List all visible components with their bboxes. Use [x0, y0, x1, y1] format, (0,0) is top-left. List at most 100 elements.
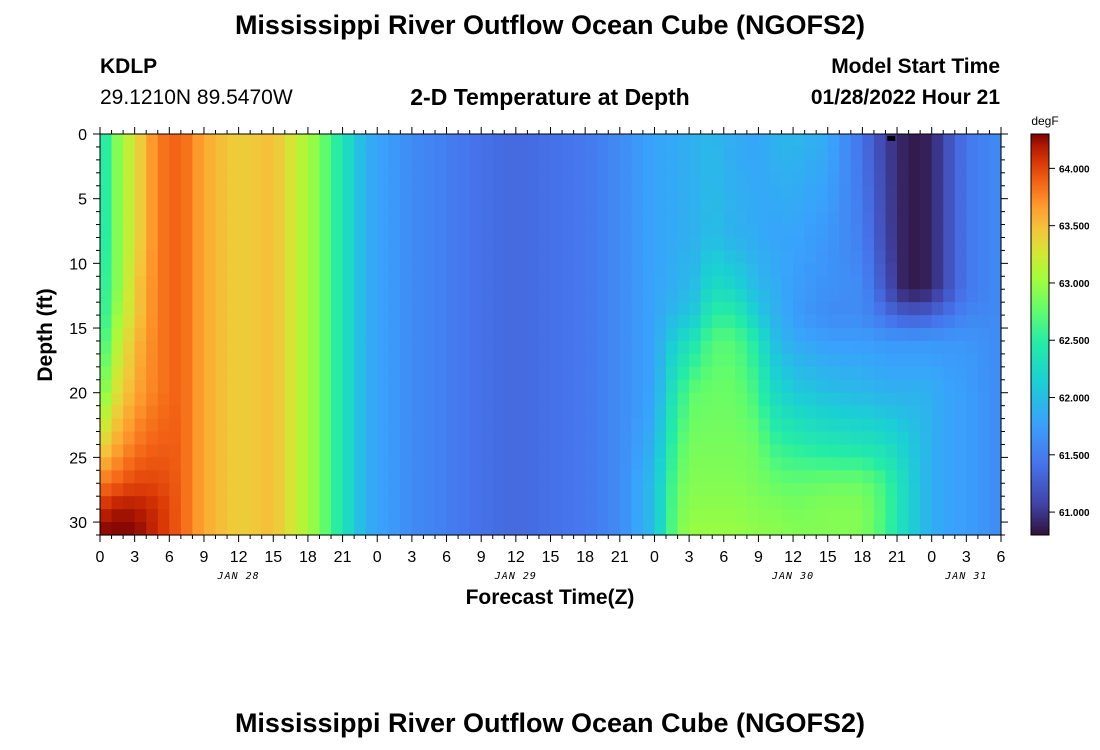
heatmap-cell [215, 483, 228, 497]
heatmap-cell [619, 470, 632, 484]
heatmap-cell [631, 172, 644, 187]
heatmap-cell [966, 237, 979, 252]
heatmap-cell [365, 457, 378, 471]
heatmap-cell [400, 444, 413, 458]
heatmap-cell [284, 250, 297, 264]
heatmap-cell [977, 289, 991, 303]
heatmap-cell [931, 315, 944, 329]
heatmap-cell [793, 328, 806, 342]
heatmap-cell [608, 431, 621, 446]
heatmap-cell [723, 315, 736, 329]
heatmap-cell [538, 483, 552, 497]
heatmap-cell [816, 224, 829, 239]
heatmap-cell [562, 379, 575, 394]
heatmap-cell [192, 315, 205, 329]
heatmap-cell [989, 392, 1002, 407]
heatmap-cell [608, 237, 621, 252]
heatmap-cell [492, 522, 505, 536]
heatmap-cell [816, 496, 829, 510]
heatmap-cell [908, 263, 921, 277]
heatmap-cell [250, 483, 263, 497]
heatmap-cell [527, 211, 540, 226]
heatmap-cell [203, 496, 217, 510]
heatmap-cell [954, 509, 967, 523]
heatmap-cell [250, 315, 263, 329]
heatmap-cell [769, 146, 783, 161]
heatmap-cell [839, 392, 852, 407]
heatmap-cell [954, 353, 967, 368]
heatmap-cell [354, 509, 367, 523]
heatmap-cell [781, 483, 794, 497]
heatmap-cell [180, 134, 194, 148]
heatmap-cell [227, 340, 240, 355]
heatmap-cell [781, 496, 794, 510]
heatmap-cell [527, 302, 540, 316]
heatmap-cell [527, 366, 540, 381]
heatmap-cell [354, 250, 367, 264]
heatmap-cell [804, 392, 817, 407]
heatmap-cell [746, 392, 760, 407]
heatmap-cell [989, 418, 1002, 433]
heatmap-cell [411, 211, 425, 226]
heatmap-cell [966, 405, 979, 420]
heatmap-cell [261, 263, 274, 277]
heatmap-cell [839, 522, 852, 536]
heatmap-cell [850, 211, 863, 226]
heatmap-cell [816, 198, 829, 213]
heatmap-cell [192, 431, 205, 446]
heatmap-cell [296, 315, 309, 329]
heatmap-cell [954, 159, 967, 174]
heatmap-cell [723, 134, 736, 148]
heatmap-cell [885, 444, 898, 458]
heatmap-cell [758, 328, 771, 342]
heatmap-cell [307, 237, 321, 252]
heatmap-cell [492, 289, 505, 303]
heatmap-cell [538, 289, 552, 303]
heatmap-cell [596, 315, 609, 329]
heatmap-cell [538, 146, 552, 161]
heatmap-cell [654, 340, 667, 355]
heatmap-cell [284, 185, 297, 200]
heatmap-cell [897, 509, 910, 523]
heatmap-cell [307, 250, 321, 264]
heatmap-cell [123, 224, 136, 239]
heatmap-cell [619, 353, 632, 368]
heatmap-cell [527, 470, 540, 484]
heatmap-cell [723, 509, 736, 523]
heatmap-cell [804, 276, 817, 290]
heatmap-cell [411, 315, 425, 329]
heatmap-cell [365, 328, 378, 342]
heatmap-cell [816, 483, 829, 497]
heatmap-cell [585, 302, 598, 316]
heatmap-cell [354, 366, 367, 381]
heatmap-cell [654, 134, 667, 148]
heatmap-cell [885, 263, 898, 277]
heatmap-cell [735, 276, 748, 290]
heatmap-cell [562, 159, 575, 174]
heatmap-cell [123, 185, 136, 200]
heatmap-cell [885, 159, 898, 174]
heatmap-cell [365, 522, 378, 536]
heatmap-cell [966, 159, 979, 174]
heatmap-cell [850, 509, 863, 523]
heatmap-cell [411, 392, 425, 407]
heatmap-cell [273, 457, 286, 471]
heatmap-cell [284, 366, 297, 381]
heatmap-cell [596, 405, 609, 420]
heatmap-cell [885, 250, 898, 264]
heatmap-cell [446, 302, 459, 316]
heatmap-cell [619, 418, 632, 433]
heatmap-cell [885, 431, 898, 446]
heatmap-cell [897, 379, 910, 394]
heatmap-cell [354, 328, 367, 342]
heatmap-cell [654, 444, 667, 458]
heatmap-cell [723, 198, 736, 213]
heatmap-cell [666, 366, 679, 381]
heatmap-cell [261, 379, 274, 394]
heatmap-cell [712, 366, 725, 381]
heatmap-cell [273, 237, 286, 252]
heatmap-cell [943, 276, 956, 290]
heatmap-cell [931, 457, 944, 471]
heatmap-cell [296, 263, 309, 277]
heatmap-cell [342, 483, 355, 497]
